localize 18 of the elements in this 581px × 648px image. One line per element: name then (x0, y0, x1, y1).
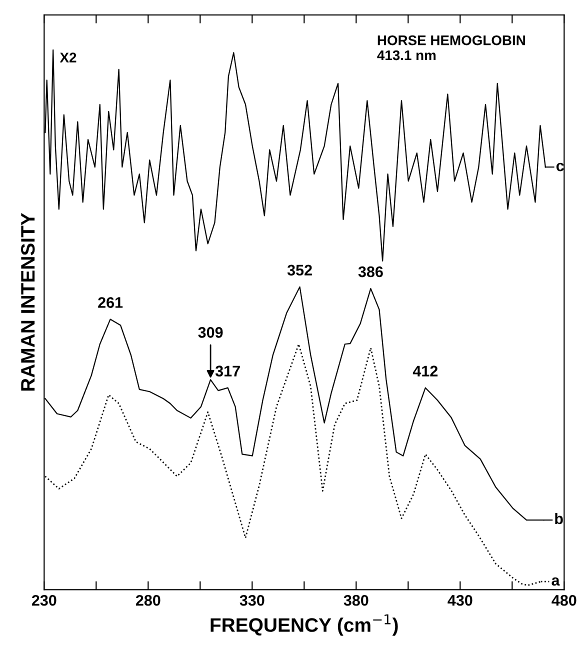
x-tick-label: 380 (344, 594, 368, 606)
x-tick-label: 280 (136, 594, 160, 606)
annotation: HORSE HEMOGLOBIN 413.1 nm (377, 35, 525, 60)
x-tick-label: 230 (32, 594, 56, 606)
annotation: 261 (98, 297, 123, 308)
annotation: 352 (287, 264, 312, 276)
annotation: 386 (358, 266, 383, 278)
x-tick-label: 430 (448, 594, 472, 606)
annotation: 309 (198, 327, 223, 338)
x-tick-label: 330 (240, 594, 264, 606)
annotation: 412 (412, 366, 438, 376)
x-tick-label: 480 (552, 594, 576, 606)
legend-label: a (552, 577, 560, 586)
y-axis-title: RAMAN INTENSITY (20, 212, 35, 391)
annotation: 317 (215, 366, 240, 376)
annotation: X2 (60, 52, 76, 62)
legend-label: b (555, 512, 563, 524)
x-axis-title: FREQUENCY (cm$^{−1}$) (210, 614, 398, 636)
